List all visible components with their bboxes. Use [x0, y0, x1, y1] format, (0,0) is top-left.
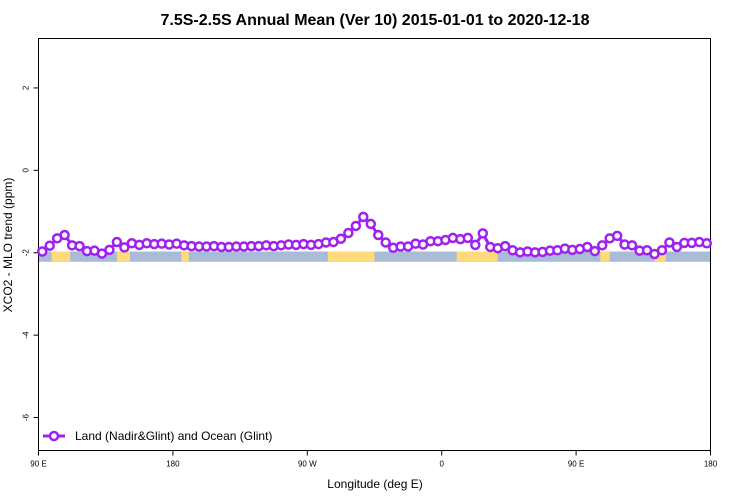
data-point [656, 245, 668, 256]
data-point [701, 238, 713, 249]
data-point [104, 244, 115, 256]
land-segment [51, 251, 71, 262]
x-axis: 90 E 180 90 W 0 90 E 180 [30, 450, 718, 469]
x-tick-label: 90 E [568, 460, 584, 469]
data-point [358, 211, 369, 223]
land-segment [456, 251, 498, 262]
data-point [611, 230, 623, 242]
x-tick-label: 180 [166, 460, 180, 469]
data-point [380, 237, 391, 248]
data-point [350, 220, 362, 232]
land-segment [116, 251, 130, 262]
data-point [36, 246, 48, 257]
data-point [626, 240, 638, 251]
legend-label: Land (Nadir&Glint) and Ocean (Glint) [75, 429, 272, 443]
land-segment [600, 251, 610, 262]
chart-title: 7.5S-2.5S Annual Mean (Ver 10) 2015-01-0… [161, 12, 590, 29]
y-tick-label: 2 [22, 85, 31, 90]
x-tick-label: 90 W [298, 460, 317, 469]
y-tick-label: -6 [22, 413, 31, 421]
series-layer [36, 211, 713, 260]
data-point [499, 240, 511, 252]
y-tick-label: 0 [22, 168, 31, 173]
land-segment [327, 251, 375, 262]
data-point [671, 241, 683, 253]
data-point [365, 218, 377, 230]
y-axis-label: XCO2 - MLO trend (ppm) [1, 178, 15, 313]
data-point [74, 240, 85, 252]
x-tick-label: 0 [439, 460, 444, 469]
data-point [335, 233, 347, 244]
y-tick-label: -4 [22, 331, 31, 339]
data-point [589, 245, 601, 257]
data-point [119, 242, 130, 253]
data-point [372, 229, 384, 241]
data-point [664, 237, 675, 248]
legend-marker-swatch [48, 430, 60, 442]
land-segment [654, 251, 666, 262]
y-tick-label: -2 [22, 249, 31, 257]
land-ocean-strip [38, 251, 711, 262]
data-point [582, 241, 593, 253]
data-point [470, 239, 481, 251]
data-point [111, 236, 123, 248]
legend: Land (Nadir&Glint) and Ocean (Glint) [43, 429, 272, 443]
y-axis: 2 0 -2 -4 -6 [22, 85, 39, 421]
data-point [596, 240, 608, 251]
data-point [477, 228, 489, 239]
x-tick-label: 180 [704, 460, 718, 469]
land-segment [181, 251, 189, 262]
data-point [462, 232, 474, 244]
data-point [59, 229, 70, 241]
data-point [343, 227, 354, 239]
x-tick-label: 90 E [30, 460, 46, 469]
data-point [44, 240, 55, 251]
x-axis-label: Longitude (deg E) [327, 477, 422, 491]
